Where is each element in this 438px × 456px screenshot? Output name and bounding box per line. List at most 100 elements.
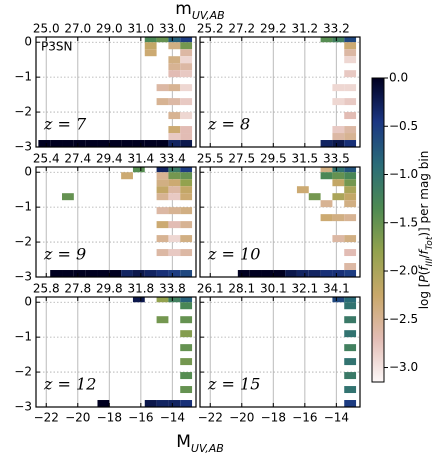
heat-cell (109, 140, 122, 147)
heat-cell (261, 270, 274, 277)
cb-part: III (425, 258, 435, 266)
heat-cell (344, 49, 357, 57)
heat-cell (168, 167, 181, 173)
cells (200, 37, 360, 147)
heat-cell (156, 270, 169, 277)
top-axis-label: mUV,AB (175, 0, 224, 22)
heat-cell (168, 37, 181, 43)
panel: 25.5 27.5 29.5 31.5 33.5 z = 10 (197, 152, 361, 278)
top-tick-label: 33.0 (159, 22, 186, 36)
panel-label: z = 9 (43, 245, 86, 264)
heat-cell (144, 37, 157, 43)
panel-frame (199, 36, 361, 148)
heat-cell (344, 167, 357, 173)
y-tick-label: −3 (14, 140, 32, 154)
heat-cell (168, 172, 181, 180)
heat-cell (344, 37, 357, 43)
heat-cell (320, 214, 333, 222)
panel-label: z = 15 (207, 375, 260, 394)
heat-cell (168, 249, 181, 257)
heat-cell (344, 344, 357, 352)
heat-cell (156, 207, 169, 215)
top-axis-sub: UV,AB (192, 9, 225, 22)
top-tick-label: 33.8 (159, 282, 186, 296)
heat-cell (296, 270, 309, 277)
y-tick-label: 0 (24, 295, 32, 309)
heat-cell (344, 133, 357, 141)
heat-cell (156, 140, 169, 147)
heat-cell (180, 330, 193, 338)
heat-cell (344, 179, 357, 187)
heat-cell (344, 84, 357, 92)
heat-cell (180, 270, 193, 277)
cells (36, 297, 196, 407)
heat-cell (308, 193, 321, 201)
x-tick-label: −14 (160, 411, 185, 425)
heat-cell (62, 270, 74, 277)
cb-part: f (417, 265, 431, 271)
colorbar (371, 77, 385, 383)
heat-cell (168, 126, 181, 134)
heat-cell (168, 179, 181, 187)
heat-cell (344, 400, 357, 407)
heat-cell (344, 126, 357, 134)
heat-cell (62, 140, 74, 147)
heat-cell (156, 84, 169, 92)
panel: 25.4 27.4 29.4 31.4 33.4 0 −1 −2 −3 z = 9 (14, 152, 197, 284)
panel-label: z = 10 (207, 245, 260, 264)
cells (200, 167, 360, 277)
heat-cell (62, 193, 74, 201)
y-tick-label: −1 (14, 330, 32, 344)
top-tick-label: 33.5 (323, 152, 350, 166)
heat-cell (344, 270, 357, 277)
cb-part: P (417, 275, 431, 283)
heat-cell (180, 98, 193, 106)
heat-cell (121, 140, 133, 147)
heat-cell (344, 386, 357, 394)
heat-cell (332, 37, 345, 43)
top-tick-label: 33.2 (323, 22, 350, 36)
heat-cell (180, 167, 193, 173)
x-tick-label: −22 (34, 411, 59, 425)
heat-cell (180, 358, 193, 366)
heat-cell (344, 263, 357, 271)
cb-part: )] per mag bin (417, 151, 431, 237)
heat-cell (296, 186, 309, 194)
colorbar-tick-label: 0.0 (389, 71, 408, 85)
colorbar-label: log [P(fIII/fTot)] per mag bin (417, 151, 435, 310)
heat-cell (180, 221, 193, 229)
heat-cell (273, 270, 286, 277)
y-tick-label: 0 (24, 35, 32, 49)
top-tick-label: 28.1 (228, 282, 255, 296)
heat-cell (97, 400, 110, 407)
heat-cell (237, 270, 250, 277)
heat-cell (156, 235, 169, 243)
heat-cell (156, 297, 169, 303)
heat-cell (180, 344, 193, 352)
y-tick-label: −2 (14, 105, 32, 119)
heat-cell (344, 42, 357, 50)
heat-cell (332, 270, 345, 277)
heat-cell (50, 270, 63, 277)
colorbar-tick-label: −2.0 (389, 264, 418, 278)
panel: 26.1 28.1 30.1 32.1 34.1 −22 −20 −18 −16 −14 z = 1… (197, 282, 361, 425)
colorbar-tick-label: −3.0 (389, 360, 418, 374)
top-tick-label: 29.2 (260, 22, 287, 36)
heat-cell (180, 297, 193, 303)
heat-cell (344, 112, 357, 120)
x-tick-label: −16 (292, 411, 317, 425)
cb-part: / (417, 253, 431, 258)
heat-cell (344, 56, 357, 64)
panel-frame (35, 166, 197, 278)
top-tick-label: 27.5 (228, 152, 255, 166)
heat-cell (332, 98, 345, 106)
heat-cell (344, 302, 357, 310)
heat-cell (168, 63, 181, 71)
panel-frame (35, 296, 197, 408)
heat-cell (168, 84, 181, 92)
heat-cell (180, 400, 193, 407)
heat-cell (320, 270, 333, 277)
colorbar-tick-label: −0.5 (389, 119, 418, 133)
x-axis-label: MUV,AB (176, 432, 224, 455)
top-tick-label: 29.0 (96, 22, 123, 36)
